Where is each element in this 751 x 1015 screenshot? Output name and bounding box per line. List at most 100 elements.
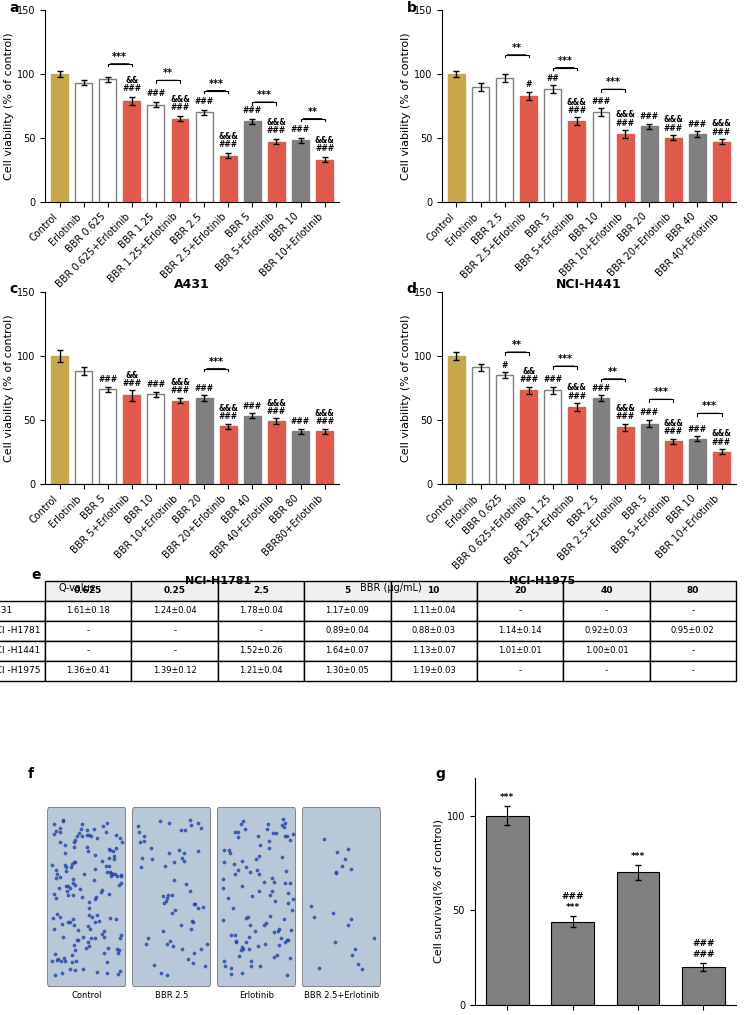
Bar	[593, 113, 610, 202]
Point	[192, 815, 204, 831]
Bar	[496, 78, 513, 202]
Point	[112, 966, 124, 983]
Point	[96, 854, 108, 870]
Text: **: **	[511, 43, 522, 53]
Point	[261, 821, 273, 837]
Point	[261, 816, 273, 832]
Point	[115, 868, 127, 884]
Point	[255, 837, 267, 854]
Point	[55, 953, 67, 969]
Point	[225, 927, 237, 943]
Point	[164, 933, 176, 949]
Point	[75, 820, 87, 836]
Point	[271, 947, 283, 963]
Point	[345, 947, 357, 963]
Point	[268, 949, 280, 965]
Point	[224, 845, 236, 862]
Point	[286, 902, 298, 919]
Point	[331, 843, 343, 860]
Point	[232, 862, 244, 878]
Point	[57, 812, 69, 828]
Bar	[617, 134, 634, 202]
Bar	[171, 401, 189, 483]
Text: **: **	[163, 68, 173, 78]
Y-axis label: Cell viability (% of control): Cell viability (% of control)	[401, 32, 411, 180]
Point	[162, 815, 174, 831]
Point	[192, 842, 204, 859]
Text: ***: ***	[257, 90, 272, 100]
Text: **: **	[608, 367, 618, 377]
Point	[146, 851, 158, 867]
Point	[60, 878, 72, 894]
Point	[134, 834, 146, 851]
Point	[161, 966, 173, 983]
Point	[168, 872, 180, 888]
Point	[308, 909, 320, 926]
Bar	[544, 391, 561, 483]
Point	[217, 871, 229, 887]
Point	[279, 828, 291, 844]
Point	[229, 866, 241, 882]
Point	[276, 811, 288, 827]
FancyBboxPatch shape	[217, 807, 295, 987]
Point	[185, 912, 198, 929]
Point	[185, 921, 198, 937]
Text: &&&
###: &&& ###	[267, 399, 286, 416]
Point	[268, 874, 280, 890]
Point	[53, 824, 65, 840]
Point	[229, 928, 241, 944]
Text: ###: ###	[98, 375, 117, 384]
Point	[54, 820, 66, 836]
Text: ###: ###	[688, 424, 707, 433]
Bar	[641, 423, 658, 483]
Point	[178, 844, 190, 861]
Point	[236, 965, 248, 982]
Point	[132, 818, 144, 834]
Point	[98, 924, 110, 940]
Bar	[75, 83, 92, 202]
Point	[225, 959, 237, 975]
Point	[89, 861, 101, 877]
Point	[342, 918, 354, 934]
Bar	[617, 427, 634, 483]
Bar	[551, 922, 594, 1005]
Point	[50, 870, 62, 886]
Point	[133, 824, 145, 840]
Point	[185, 817, 198, 833]
Point	[71, 932, 83, 948]
Point	[57, 930, 69, 946]
Point	[62, 887, 74, 903]
Bar	[147, 105, 164, 202]
Text: g: g	[436, 766, 445, 781]
Point	[85, 930, 97, 946]
Point	[54, 908, 66, 925]
Point	[161, 892, 173, 908]
Point	[68, 834, 80, 851]
Point	[91, 830, 103, 847]
Point	[116, 834, 128, 851]
Text: ###: ###	[592, 384, 611, 393]
Point	[284, 875, 296, 891]
Point	[278, 819, 290, 835]
Point	[237, 941, 249, 957]
Text: BBR 2.5: BBR 2.5	[155, 992, 189, 1001]
Point	[243, 917, 255, 933]
Point	[50, 822, 62, 838]
Point	[58, 949, 70, 965]
Point	[102, 940, 114, 956]
Point	[82, 918, 94, 934]
Point	[50, 890, 62, 906]
Point	[77, 961, 89, 977]
Point	[104, 864, 116, 880]
Point	[192, 900, 204, 917]
Point	[107, 842, 119, 859]
Point	[227, 899, 239, 916]
Point	[68, 839, 80, 856]
Point	[84, 922, 96, 938]
Point	[273, 922, 285, 938]
Bar	[617, 873, 659, 1005]
Point	[158, 888, 170, 904]
Point	[71, 827, 83, 843]
Point	[73, 825, 85, 841]
Point	[51, 952, 63, 968]
